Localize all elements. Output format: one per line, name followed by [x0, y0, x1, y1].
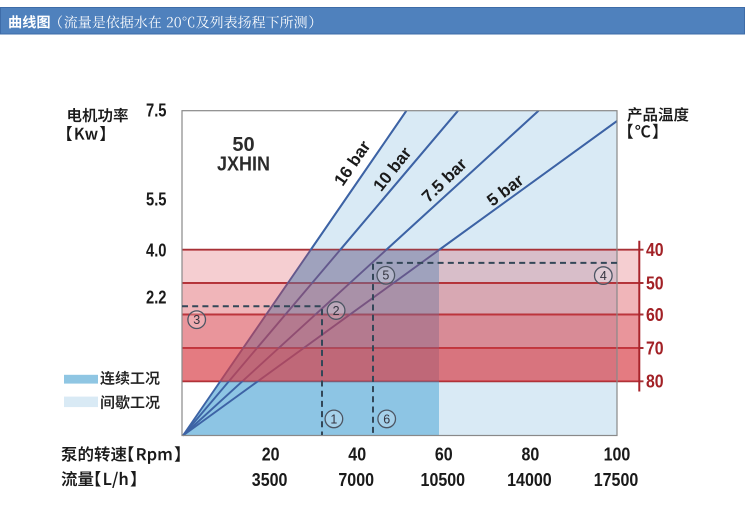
svg-text:80: 80 — [522, 444, 540, 464]
svg-text:2: 2 — [333, 304, 340, 318]
svg-text:40: 40 — [646, 240, 664, 260]
svg-text:7000: 7000 — [338, 470, 374, 490]
svg-text:14000: 14000 — [507, 470, 552, 490]
svg-text:20: 20 — [262, 444, 280, 464]
svg-text:4: 4 — [600, 269, 607, 283]
svg-text:50: 50 — [232, 134, 254, 156]
svg-text:7.5: 7.5 — [146, 101, 167, 121]
svg-text:4.0: 4.0 — [146, 240, 167, 260]
svg-text:3500: 3500 — [252, 470, 288, 490]
svg-text:80: 80 — [646, 372, 664, 392]
svg-text:JXHIN: JXHIN — [217, 153, 270, 175]
svg-text:50: 50 — [646, 273, 664, 293]
svg-text:60: 60 — [435, 444, 453, 464]
svg-text:2.2: 2.2 — [146, 288, 167, 308]
svg-text:40: 40 — [348, 444, 366, 464]
svg-text:100: 100 — [604, 444, 631, 464]
svg-text:17500: 17500 — [594, 470, 639, 490]
svg-text:10500: 10500 — [421, 470, 466, 490]
svg-text:70: 70 — [646, 338, 664, 358]
svg-text:6: 6 — [383, 412, 390, 426]
svg-text:60: 60 — [646, 305, 664, 325]
svg-text:5: 5 — [382, 269, 389, 283]
svg-text:5.5: 5.5 — [146, 190, 167, 210]
svg-text:1: 1 — [330, 412, 337, 426]
svg-text:3: 3 — [193, 313, 200, 327]
